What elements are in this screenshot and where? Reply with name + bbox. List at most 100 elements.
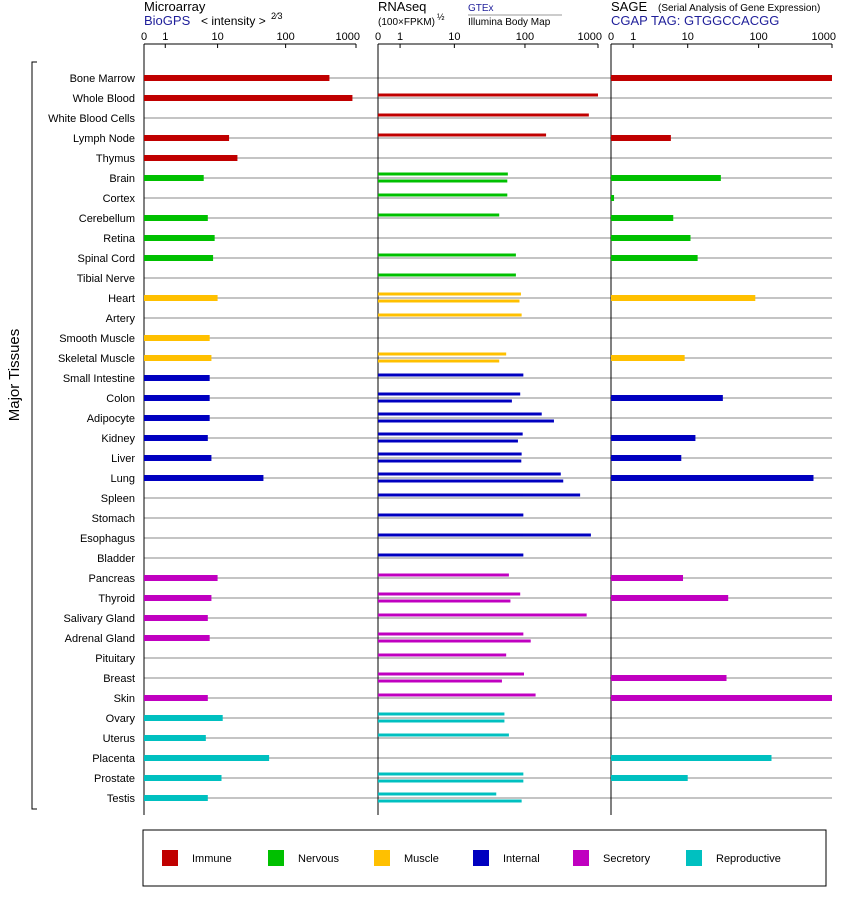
bar: [611, 255, 698, 261]
bar: [144, 735, 206, 741]
legend-label: Immune: [192, 853, 232, 865]
bar: [144, 295, 218, 301]
bar: [144, 355, 212, 361]
bar: [144, 335, 210, 341]
bar: [144, 155, 238, 161]
tissue-label: Esophagus: [80, 533, 136, 545]
tick-label: 10: [211, 31, 223, 43]
tissue-label: Artery: [106, 313, 136, 325]
bar: [144, 235, 215, 241]
bar: [144, 615, 208, 621]
bar: [144, 575, 218, 581]
bar: [144, 75, 330, 81]
bar: [378, 719, 505, 723]
bar: [378, 273, 516, 277]
legend-item-internal: Internal: [473, 850, 540, 866]
bar: [611, 75, 832, 81]
bar: [611, 475, 814, 481]
bar: [144, 95, 353, 101]
bar: [144, 375, 210, 381]
bar: [378, 359, 500, 363]
tick-label: 0: [141, 31, 147, 43]
tick-label: 1000: [336, 31, 360, 43]
bar: [378, 213, 500, 217]
bars: [144, 75, 832, 803]
bar: [378, 432, 523, 436]
panel-note: (Serial Analysis of Gene Expression): [658, 3, 820, 14]
legend-swatch: [473, 850, 489, 866]
source-body-map: Illumina Body Map: [468, 17, 551, 28]
source-gtex: GTEx: [468, 3, 494, 14]
bar: [611, 595, 729, 601]
tick-label: 1: [630, 31, 636, 43]
tissue-label: Ovary: [106, 713, 136, 725]
bar: [611, 395, 723, 401]
bar: [378, 439, 518, 443]
tissue-label: Smooth Muscle: [59, 333, 135, 345]
tick-label: 0: [608, 31, 614, 43]
bar: [378, 412, 542, 416]
tissue-label: Skeletal Muscle: [58, 353, 135, 365]
bar: [144, 595, 212, 601]
bar: [378, 113, 589, 117]
legend-item-nervous: Nervous: [268, 850, 339, 866]
panel-rnaseq: 0 1 10 100 1000 RNAseq (100×FPKM) ½ GTEx Illumina…: [375, 0, 602, 815]
bar: [611, 695, 832, 701]
bar: [144, 455, 212, 461]
panel-sage: 0 1 10 100 1000 SAGE (Serial Analysis of Gene …: [608, 0, 836, 815]
tissue-label: Thyroid: [98, 593, 135, 605]
bar: [378, 292, 521, 296]
bar: [611, 575, 684, 581]
bar: [378, 392, 521, 396]
bar: [378, 613, 587, 617]
bar: [144, 715, 223, 721]
tick-label: 1000: [578, 31, 602, 43]
group-bracket-line: [31, 61, 37, 810]
panel-title: SAGE: [611, 0, 647, 14]
bar: [378, 599, 511, 603]
bar: [378, 792, 497, 796]
bar: [378, 479, 564, 483]
tissue-label: Salivary Gland: [63, 613, 135, 625]
legend-item-secretory: Secretory: [573, 850, 651, 866]
tick-label: 0: [375, 31, 381, 43]
tissue-label: Cerebellum: [79, 213, 135, 225]
bar: [378, 679, 502, 683]
tick-label: 100: [516, 31, 534, 43]
bar: [378, 419, 554, 423]
bar: [144, 695, 208, 701]
bar: [378, 253, 516, 257]
bar: [378, 93, 598, 97]
bar: [378, 172, 508, 176]
tick-label: 10: [682, 31, 694, 43]
legend-swatch: [374, 850, 390, 866]
legend-swatch: [268, 850, 284, 866]
bar: [144, 795, 208, 801]
bar: [611, 135, 671, 141]
legend-label: Secretory: [603, 853, 651, 865]
tissue-label: Skin: [114, 693, 135, 705]
legend-swatch: [573, 850, 589, 866]
bar: [144, 775, 222, 781]
gridlines: [144, 77, 832, 799]
panel-subtitle: BioGPS: [144, 13, 191, 28]
bar: [378, 459, 522, 463]
bar: [144, 135, 230, 141]
tick-label: 1000: [812, 31, 836, 43]
tissue-label: Lung: [111, 473, 135, 485]
bar: [378, 799, 522, 803]
group-bracket: Major Tissues: [6, 61, 37, 810]
tissue-label: Brain: [109, 173, 135, 185]
bar: [378, 639, 531, 643]
legend-item-reproductive: Reproductive: [686, 850, 781, 866]
bar: [611, 215, 674, 221]
panel-unit: < intensity >: [201, 14, 266, 28]
bar: [378, 779, 524, 783]
legend: Immune Nervous Muscle Internal Secretory Repr…: [142, 829, 827, 887]
bar: [378, 373, 524, 377]
legend-item-immune: Immune: [162, 850, 232, 866]
bar: [378, 472, 561, 476]
